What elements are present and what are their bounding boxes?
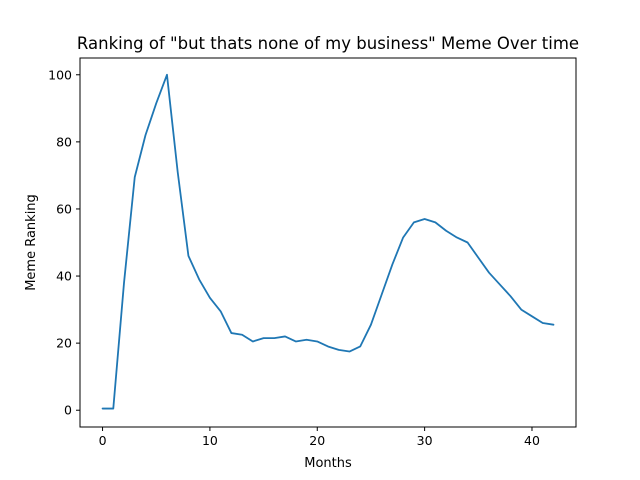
- x-tick-label: 0: [99, 433, 107, 448]
- y-tick-label: 100: [48, 67, 72, 82]
- x-tick-label: 20: [309, 433, 325, 448]
- x-tick-label: 10: [202, 433, 218, 448]
- plot-area: [101, 73, 555, 410]
- x-tick-label: 40: [524, 433, 540, 448]
- series-line: [101, 73, 555, 410]
- axes-frame: [79, 57, 577, 428]
- x-axis: 0 10 20 30 40: [99, 427, 540, 448]
- y-axis-label: Meme Ranking: [24, 194, 39, 291]
- y-tick-label: 40: [56, 269, 72, 284]
- y-tick-label: 20: [56, 336, 72, 351]
- y-tick-label: 0: [64, 403, 72, 418]
- y-axis: 0 20 40 60 80 100: [48, 67, 80, 418]
- x-tick-label: 30: [417, 433, 433, 448]
- y-tick-label: 60: [56, 201, 72, 216]
- x-axis-label: Months: [304, 456, 352, 471]
- y-tick-label: 80: [56, 134, 72, 149]
- chart-title: Ranking of "but thats none of my busines…: [77, 34, 579, 53]
